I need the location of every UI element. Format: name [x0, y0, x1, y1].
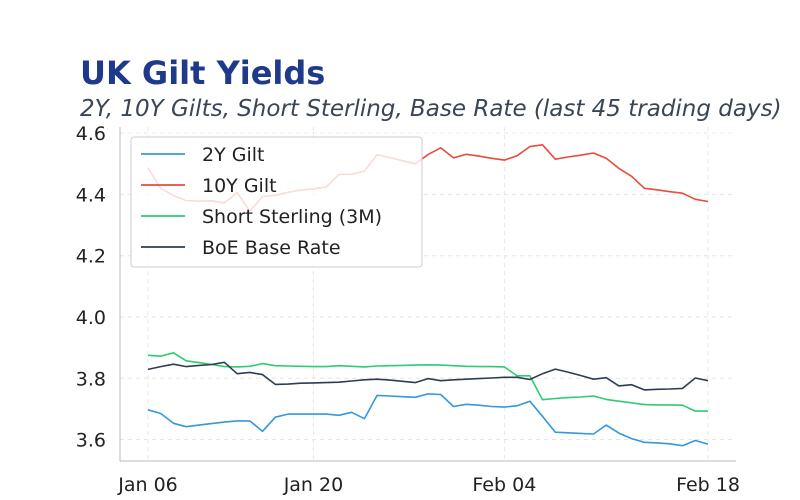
y-tick-label: 4.2	[76, 246, 106, 268]
series-line-2y-gilt	[147, 393, 709, 447]
y-tick-labels: 3.6 3.8 4.0 4.2 4.4 4.6	[76, 123, 106, 451]
y-tick-label: 4.0	[76, 307, 106, 329]
x-tick-label: Feb 18	[676, 474, 740, 496]
x-tick-labels: Jan 06 Jan 20 Feb 04 Feb 18	[117, 474, 740, 496]
legend-label-short-sterling-3m: Short Sterling (3M)	[202, 206, 382, 228]
y-tick-label: 3.6	[76, 430, 106, 452]
series-line-boe-base-rate	[147, 361, 709, 391]
legend-box	[130, 136, 423, 268]
x-tick-label: Jan 20	[283, 474, 344, 496]
x-tick-label: Jan 06	[117, 474, 178, 496]
legend-label-10y-gilt: 10Y Gilt	[202, 175, 277, 197]
chart-title: UK Gilt Yields	[80, 54, 326, 92]
axes	[119, 127, 736, 462]
legend: 2Y Gilt 10Y Gilt Short Sterling (3M) BoE Ba…	[130, 136, 423, 268]
legend-label-2y-gilt: 2Y Gilt	[202, 144, 264, 166]
y-tick-label: 3.8	[76, 368, 106, 390]
legend-label-boe-base-rate: BoE Base Rate	[202, 237, 341, 259]
x-tick-label: Feb 04	[472, 474, 536, 496]
series-line-short-sterling-3m	[147, 351, 708, 412]
y-tick-label: 4.6	[76, 123, 106, 145]
y-tick-label: 4.4	[76, 184, 106, 206]
chart-subtitle: 2Y, 10Y Gilts, Short Sterling, Base Rate…	[80, 96, 782, 122]
